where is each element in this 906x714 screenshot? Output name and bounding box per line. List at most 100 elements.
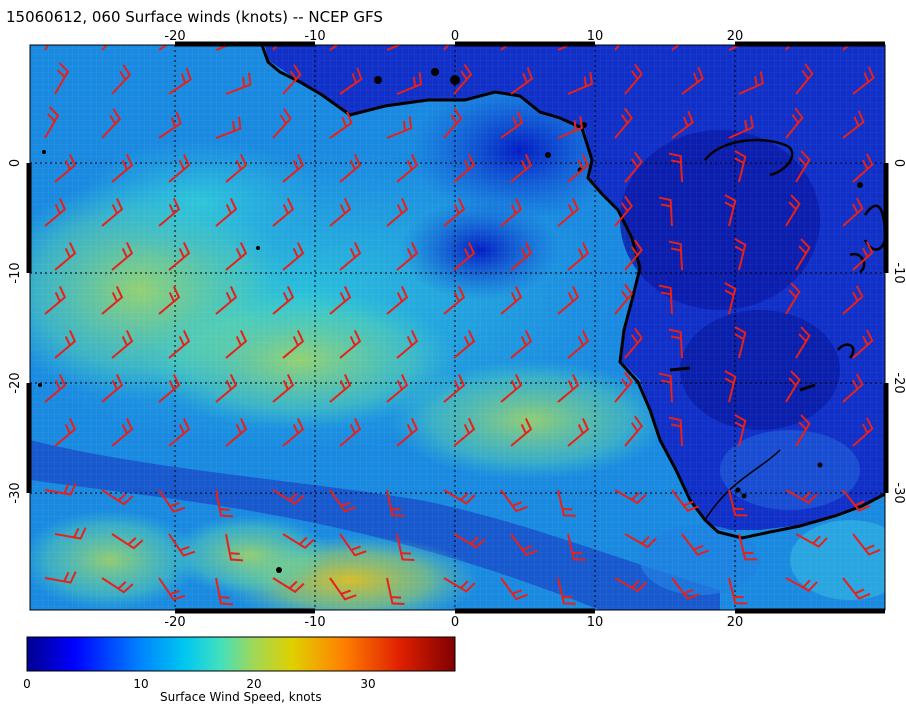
wind-barb xyxy=(339,153,362,183)
wind-barb xyxy=(658,284,673,315)
wind-barb xyxy=(44,197,67,227)
colorbar-tick: 0 xyxy=(23,677,31,691)
wind-barb xyxy=(386,197,409,227)
colorbar-label: Surface Wind Speed, knots xyxy=(160,690,322,704)
wind-barb xyxy=(272,489,305,506)
wind-barb xyxy=(44,373,67,403)
lon-tick-top: 10 xyxy=(587,29,604,44)
wind-barb xyxy=(624,239,643,271)
wind-barb xyxy=(724,282,737,315)
wind-barb xyxy=(282,533,315,550)
wind-barbs xyxy=(44,45,881,606)
colorbar xyxy=(26,636,456,672)
wind-barb xyxy=(738,533,758,561)
wind-barb xyxy=(557,373,580,403)
wind-barb xyxy=(101,197,124,227)
lat-tick-left: -10 xyxy=(8,262,23,283)
wind-barb xyxy=(852,66,875,95)
lon-tick-top: 20 xyxy=(727,29,744,44)
wind-barb xyxy=(795,63,814,95)
wind-barb xyxy=(614,489,647,505)
wind-barb xyxy=(842,197,864,227)
lat-tick-left: 0 xyxy=(8,159,23,167)
lat-tick-right: -30 xyxy=(891,482,906,503)
wind-barb xyxy=(557,577,576,605)
wind-barb xyxy=(272,197,295,227)
wind-barb xyxy=(681,533,710,556)
wind-barb xyxy=(396,241,419,271)
colorbar-tick: 30 xyxy=(360,677,375,691)
wind-barb xyxy=(396,533,415,562)
wind-barb xyxy=(734,238,747,271)
wind-barb xyxy=(225,329,248,359)
wind-barb xyxy=(111,417,134,447)
wind-barb xyxy=(453,533,486,549)
wind-barb xyxy=(396,153,419,183)
wind-barb xyxy=(111,153,134,183)
wind-barb xyxy=(614,283,633,315)
wind-barb xyxy=(500,373,523,403)
wind-barb xyxy=(386,489,405,518)
wind-barb xyxy=(168,533,196,557)
wind-barb xyxy=(329,577,357,601)
wind-barb xyxy=(101,577,134,594)
wind-barb xyxy=(785,370,801,403)
lon-tick-bottom: 10 xyxy=(587,615,604,630)
wind-barb xyxy=(386,285,409,315)
wind-barb xyxy=(329,111,353,139)
wind-barb xyxy=(510,533,538,557)
wind-barb xyxy=(510,67,534,95)
wind-barb xyxy=(101,108,121,139)
wind-barb xyxy=(158,373,181,403)
wind-barb xyxy=(795,414,811,447)
wind-barb xyxy=(168,417,191,447)
wind-barb xyxy=(795,326,811,359)
wind-barb xyxy=(734,326,747,359)
wind-barb xyxy=(658,372,673,403)
lon-tick-bottom: -20 xyxy=(164,615,185,630)
lat-tick-left: -20 xyxy=(8,372,23,393)
wind-barb xyxy=(567,329,590,359)
wind-barb xyxy=(396,417,419,447)
wind-barb xyxy=(443,489,476,505)
wind-barb xyxy=(111,533,144,550)
wind-barb xyxy=(681,66,704,95)
lat-tick-right: -20 xyxy=(891,372,906,393)
wind-barb xyxy=(728,489,748,517)
border-ticks xyxy=(26,41,889,614)
wind-barb xyxy=(443,373,466,403)
wind-barb xyxy=(795,238,811,271)
wind-barb xyxy=(852,153,874,183)
wind-barb xyxy=(339,533,367,557)
wind-barb xyxy=(215,489,234,518)
wind-barb xyxy=(567,241,590,271)
wind-barb xyxy=(785,107,804,139)
wind-barb xyxy=(668,152,683,183)
wind-barb xyxy=(54,62,70,95)
wind-barb xyxy=(842,577,871,600)
wind-barb xyxy=(329,285,352,315)
wind-barb xyxy=(215,116,242,139)
wind-barb xyxy=(567,533,586,561)
wind-barb xyxy=(671,489,700,512)
wind-barb xyxy=(557,285,580,315)
wind-barb xyxy=(386,577,405,606)
wind-barb xyxy=(500,111,524,139)
wind-barb xyxy=(567,71,594,95)
wind-barb xyxy=(557,45,573,51)
colorbar-tick: 20 xyxy=(246,677,261,691)
wind-barb xyxy=(510,153,533,183)
wind-barb xyxy=(443,577,476,593)
wind-barb xyxy=(624,533,657,549)
wind-barb xyxy=(215,373,238,403)
wind-barb xyxy=(282,153,305,183)
wind-barb xyxy=(225,417,248,447)
wind-barb xyxy=(272,108,292,139)
wind-barb xyxy=(282,64,302,95)
wind-barb xyxy=(168,67,192,95)
wind-barb xyxy=(101,373,124,403)
wind-barb xyxy=(795,533,828,548)
colorbar-tick: 10 xyxy=(133,677,148,691)
lon-tick-bottom: 0 xyxy=(451,615,459,630)
wind-barb xyxy=(225,533,244,562)
